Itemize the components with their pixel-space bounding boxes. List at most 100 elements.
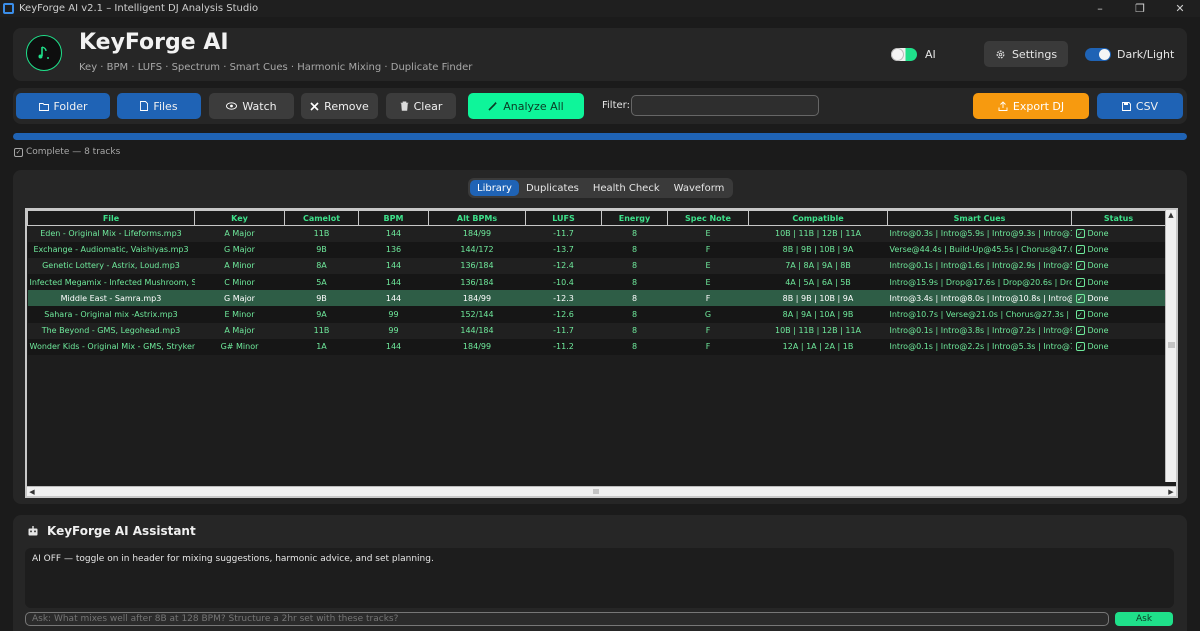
column-header-camelot[interactable]: Camelot: [284, 210, 359, 226]
scroll-thumb-grip[interactable]: [1168, 342, 1175, 348]
maximize-button[interactable]: ❐: [1135, 2, 1145, 15]
cell-lufs: -11.7: [525, 225, 602, 242]
csv-label: CSV: [1135, 99, 1159, 113]
scroll-right-icon[interactable]: ▶: [1168, 488, 1174, 496]
wand-icon: [488, 101, 498, 111]
column-header-smart-cues[interactable]: Smart Cues: [887, 210, 1072, 226]
cell-bpm: 99: [358, 306, 429, 323]
cell-energy: 8: [601, 306, 668, 323]
ai-toggle-label: AI: [925, 48, 936, 61]
cell-status: ✓ Done: [1071, 225, 1166, 242]
horizontal-scrollbar[interactable]: ◀ ▶: [27, 486, 1176, 496]
library-table: File Key Camelot BPM Alt BPMs LUFS Energy Spec …: [27, 210, 1166, 355]
table-row[interactable]: Infected Megamix - Infected Mushroom, Sp…: [27, 274, 1166, 291]
cell-file: Infected Megamix - Infected Mushroom, Sp…: [27, 274, 195, 291]
scroll-up-icon[interactable]: ▲: [1168, 211, 1174, 219]
settings-button[interactable]: Settings: [984, 41, 1068, 67]
files-button[interactable]: Files: [117, 93, 201, 119]
scroll-left-icon[interactable]: ◀: [29, 488, 35, 496]
cell-lufs: -12.3: [525, 290, 602, 307]
theme-toggle[interactable]: [1085, 48, 1111, 61]
ai-toggle[interactable]: [891, 48, 917, 61]
cell-smart-cues: Intro@0.1s | Intro@3.8s | Intro@7.2s | I…: [887, 322, 1072, 339]
cell-camelot: 11B: [284, 225, 359, 242]
cell-smart-cues: Intro@0.1s | Intro@1.6s | Intro@2.9s | I…: [887, 257, 1072, 275]
folder-button[interactable]: Folder: [16, 93, 110, 119]
csv-button[interactable]: CSV: [1097, 93, 1183, 119]
status-text: Done: [1087, 261, 1109, 271]
folder-icon: [38, 102, 49, 111]
export-dj-button[interactable]: Export DJ: [973, 93, 1089, 119]
ai-assistant-panel: KeyForge AI Assistant AI OFF — toggle on…: [13, 515, 1187, 631]
tab-health-check[interactable]: Health Check: [592, 182, 660, 194]
status-text: Done: [1087, 342, 1109, 352]
table-row[interactable]: Wonder Kids - Original Mix - GMS, Stryke…: [27, 338, 1166, 355]
table-row[interactable]: Genetic Lottery - Astrix, Loud.mp3 A Mino…: [27, 257, 1166, 275]
cell-bpm: 144: [358, 290, 429, 307]
cell-camelot: 9A: [284, 306, 359, 323]
filter-input[interactable]: [631, 95, 819, 116]
status-check-icon: ✓: [1075, 277, 1085, 287]
window-titlebar: KeyForge AI v2.1 – Intelligent DJ Analys…: [0, 0, 1200, 17]
filter-label: Filter:: [602, 100, 630, 111]
table-row[interactable]: Eden - Original Mix - Lifeforms.mp3 A Maj…: [27, 225, 1166, 242]
app-header: KeyForge AI Key · BPM · LUFS · Spectrum …: [13, 28, 1187, 81]
cell-spec-note: F: [667, 322, 749, 339]
cell-compatible: 8A | 9A | 10A | 9B: [748, 306, 888, 323]
library-table-container: File Key Camelot BPM Alt BPMs LUFS Energy Spec …: [25, 208, 1178, 498]
gear-icon: [996, 50, 1005, 58]
cell-spec-note: E: [667, 274, 749, 291]
table-row[interactable]: Exchange - Audiomatic, Vaishiyas.mp3 G Ma…: [27, 241, 1166, 258]
cell-camelot: 1A: [284, 338, 359, 355]
ask-input[interactable]: [25, 612, 1109, 626]
file-icon: [140, 101, 149, 111]
hscroll-thumb-grip[interactable]: [593, 489, 599, 494]
assistant-output: AI OFF — toggle on in header for mixing …: [25, 548, 1174, 608]
column-header-alt-bpms[interactable]: Alt BPMs: [428, 210, 526, 226]
column-header-lufs[interactable]: LUFS: [525, 210, 602, 226]
vertical-scrollbar[interactable]: ▲: [1165, 210, 1176, 482]
cell-status: ✓ Done: [1071, 274, 1166, 291]
column-header-key[interactable]: Key: [194, 210, 285, 226]
table-header-row: File Key Camelot BPM Alt BPMs LUFS Energy Spec …: [27, 210, 1166, 226]
status-check-icon: ✓: [1075, 293, 1085, 303]
cell-bpm: 136: [358, 241, 429, 258]
ask-button[interactable]: Ask: [1115, 612, 1173, 626]
cell-status: ✓ Done: [1071, 338, 1166, 355]
cell-spec-note: F: [667, 338, 749, 355]
remove-button[interactable]: Remove: [301, 93, 378, 119]
cell-lufs: -11.7: [525, 322, 602, 339]
status-check-icon: ✓: [1075, 326, 1085, 336]
column-header-compatible[interactable]: Compatible: [748, 210, 888, 226]
minimize-button[interactable]: –: [1097, 2, 1103, 15]
folder-label: Folder: [53, 99, 88, 113]
cell-bpm: 144: [358, 338, 429, 355]
column-header-bpm[interactable]: BPM: [358, 210, 429, 226]
clear-button[interactable]: Clear: [386, 93, 456, 119]
watch-button[interactable]: Watch: [209, 93, 294, 119]
progress-fill: [13, 133, 1187, 140]
ai-toggle-knob: [892, 49, 903, 60]
tab-duplicates[interactable]: Duplicates: [525, 182, 579, 194]
cell-energy: 8: [601, 241, 668, 258]
column-header-energy[interactable]: Energy: [601, 210, 668, 226]
close-window-button[interactable]: ✕: [1175, 2, 1185, 15]
table-row[interactable]: The Beyond - GMS, Legohead.mp3 A Major 11B…: [27, 322, 1166, 339]
table-row[interactable]: Middle East - Samra.mp3 G Major 9B 144 184/9…: [27, 290, 1166, 307]
cell-bpm: 144: [358, 274, 429, 291]
column-header-status[interactable]: Status: [1071, 210, 1166, 226]
cell-alt-bpms: 184/99: [428, 225, 526, 242]
tab-waveform[interactable]: Waveform: [673, 182, 725, 194]
app-tagline: Key · BPM · LUFS · Spectrum · Smart Cues…: [79, 62, 473, 73]
column-header-spec-note[interactable]: Spec Note: [667, 210, 749, 226]
cell-bpm: 99: [358, 322, 429, 339]
analyze-all-button[interactable]: Analyze All: [468, 93, 584, 119]
tab-library[interactable]: Library: [470, 180, 519, 196]
table-row[interactable]: Sahara - Original mix -Astrix.mp3 E Minor…: [27, 306, 1166, 323]
cell-smart-cues: Intro@10.7s | Verse@21.0s | Chorus@27.3s…: [887, 306, 1072, 323]
x-icon: [310, 101, 319, 111]
cell-energy: 8: [601, 322, 668, 339]
cell-spec-note: G: [667, 306, 749, 323]
column-header-file[interactable]: File: [27, 210, 195, 226]
cell-camelot: 8A: [284, 257, 359, 275]
